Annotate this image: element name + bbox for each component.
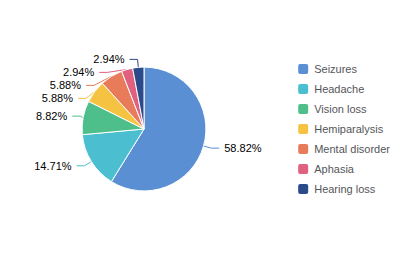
svg-text:14.71%: 14.71% xyxy=(34,160,72,172)
svg-text:Vision loss: Vision loss xyxy=(314,103,367,115)
svg-text:Mental disorder: Mental disorder xyxy=(314,143,390,155)
svg-text:2.94%: 2.94% xyxy=(63,66,94,78)
svg-text:Aphasia: Aphasia xyxy=(314,163,355,175)
svg-text:5.88%: 5.88% xyxy=(50,79,81,91)
svg-text:Headache: Headache xyxy=(314,83,364,95)
svg-text:Hemiparalysis: Hemiparalysis xyxy=(314,123,384,135)
svg-text:5.88%: 5.88% xyxy=(42,92,73,104)
svg-text:Seizures: Seizures xyxy=(314,63,357,75)
svg-text:58.82%: 58.82% xyxy=(224,142,262,154)
svg-text:2.94%: 2.94% xyxy=(93,53,124,65)
svg-text:Hearing loss: Hearing loss xyxy=(314,183,376,195)
svg-text:8.82%: 8.82% xyxy=(36,110,67,122)
